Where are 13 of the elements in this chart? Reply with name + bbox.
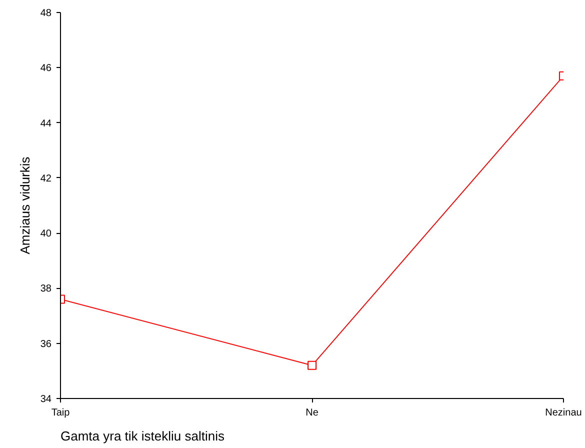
x-tick-label: Taip [51, 408, 70, 418]
y-tick-label: 36 [40, 338, 52, 350]
y-tick-label: 40 [40, 228, 52, 240]
x-axis-title: Gamta yra tik istekliu saltinis [60, 428, 225, 444]
x-tick-label: Nezinau [545, 408, 582, 418]
x-tick-label: Ne [306, 408, 319, 418]
y-tick-label: 48 [40, 8, 52, 19]
y-tick-label: 42 [40, 173, 52, 184]
y-tick-label: 38 [40, 284, 52, 295]
y-tick-label: 44 [40, 118, 52, 130]
y-tick-label: 46 [40, 63, 52, 74]
y-tick-label: 34 [40, 394, 52, 405]
y-axis-title: Amziaus vidurkis [17, 156, 32, 254]
